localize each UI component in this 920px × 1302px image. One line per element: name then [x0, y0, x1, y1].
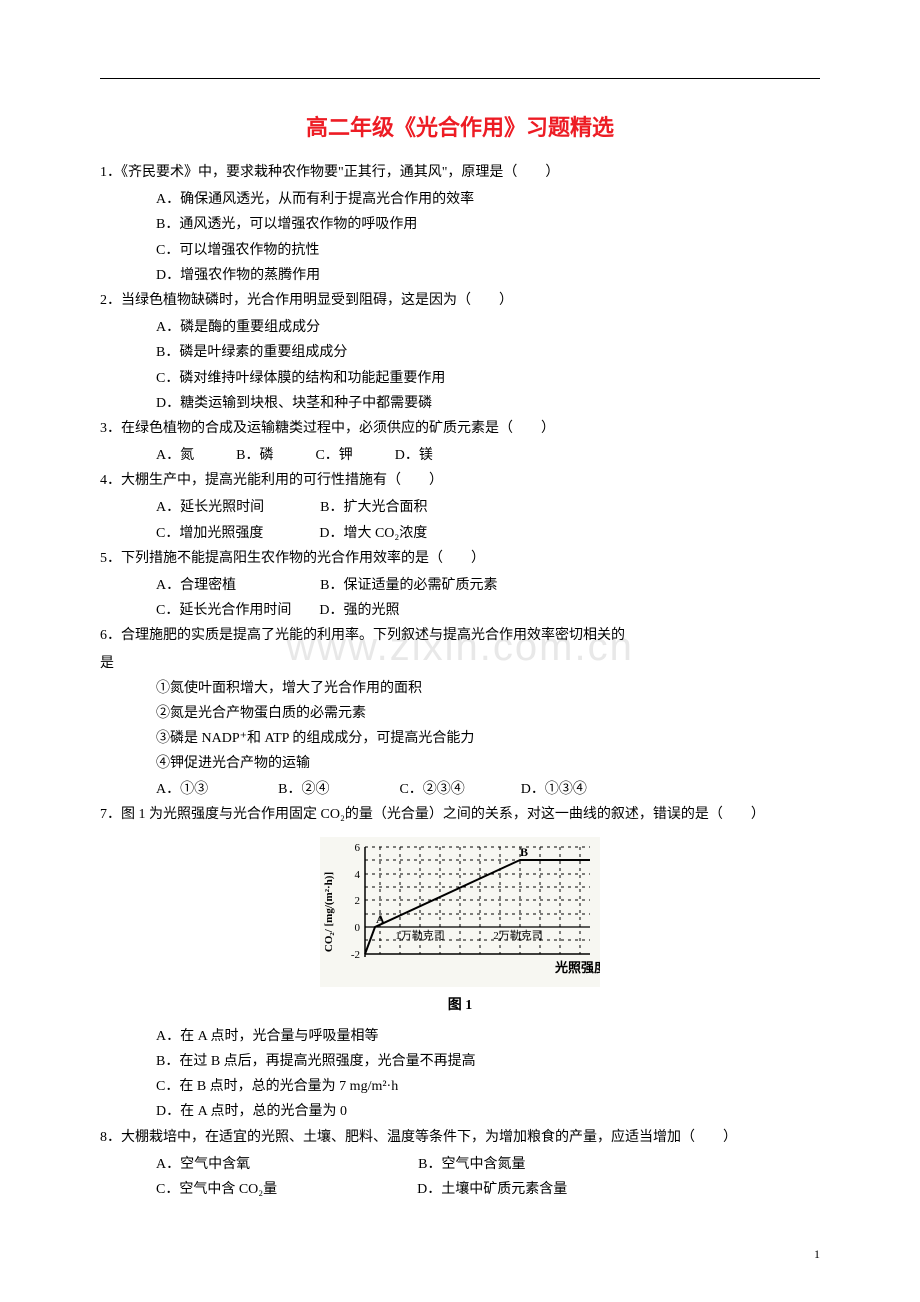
page-number: 1 [814, 1247, 820, 1262]
document-content: 高二年级《光合作用》习题精选 1．《齐民要术》中，要求栽种农作物要"正其行，通其… [100, 110, 820, 1202]
q1-option-a: A．确保通风透光，从而有利于提高光合作用的效率 [100, 187, 820, 212]
chart-svg: CO₂/ [mg/(m²·h)] [320, 837, 600, 987]
q6-item-4: ④钾促进光合产物的运输 [100, 751, 820, 776]
q7-option-b: B．在过 B 点后，再提高光照强度，光合量不再提高 [100, 1049, 820, 1074]
q2-option-d: D．糖类运输到块根、块茎和种子中都需要磷 [100, 391, 820, 416]
page-title: 高二年级《光合作用》习题精选 [100, 110, 820, 142]
horizontal-rule [100, 78, 820, 79]
ytick-6: 6 [355, 842, 361, 854]
y-axis-label: CO₂/ [mg/(m²·h)] [323, 872, 335, 952]
q3-stem: 3．在绿色植物的合成及运输糖类过程中，必须供应的矿质元素是（ ） [100, 416, 820, 441]
q2-option-a: A．磷是酶的重要组成成分 [100, 315, 820, 340]
q8-stem: 8．大棚栽培中，在适宜的光照、土壤、肥料、温度等条件下，为增加粮食的产量，应适当… [100, 1125, 820, 1150]
q8-options-row2: C．空气中含 CO₂量 D．土壤中矿质元素含量 [100, 1177, 820, 1202]
point-a-label: A [376, 912, 385, 926]
q7-option-d: D．在 A 点时，总的光合量为 0 [100, 1099, 820, 1124]
q1-stem: 1．《齐民要术》中，要求栽种农作物要"正其行，通其风"，原理是（ ） [100, 160, 820, 185]
figure-1: CO₂/ [mg/(m²·h)] [100, 837, 820, 1014]
q1-option-c: C．可以增强农作物的抗性 [100, 238, 820, 263]
x-axis-label: 光照强度 [554, 960, 600, 975]
q3-options: A．氮 B．磷 C．钾 D．镁 [100, 443, 820, 468]
xtick-1: 1万勒克司 [395, 929, 445, 942]
q6-options: A．①③ B．②④ C．②③④ D．①③④ [100, 777, 820, 802]
q6-item-2: ②氮是光合产物蛋白质的必需元素 [100, 701, 820, 726]
xtick-2: 2万勒克司 [493, 929, 543, 942]
ytick-neg2: -2 [351, 949, 360, 961]
point-b-label: B [520, 845, 528, 859]
q2-option-b: B．磷是叶绿素的重要组成成分 [100, 340, 820, 365]
q7-stem: 7．图 1 为光照强度与光合作用固定 CO₂的量（光合量）之间的关系，对这一曲线… [100, 802, 820, 827]
q4-options-row2: C．增加光照强度 D．增大 CO₂浓度 [100, 521, 820, 546]
figure-caption: 图 1 [100, 994, 820, 1014]
q8-options-row1: A．空气中含氧 B．空气中含氮量 [100, 1152, 820, 1177]
q6-item-3: ③磷是 NADP⁺和 ATP 的组成成分，可提高光合能力 [100, 726, 820, 751]
q6-stem-line1: 6．合理施肥的实质是提高了光能的利用率。下列叙述与提高光合作用效率密切相关的 [100, 623, 820, 648]
q4-stem: 4．大棚生产中，提高光能利用的可行性措施有（ ） [100, 468, 820, 493]
q6-item-1: ①氮使叶面积增大，增大了光合作用的面积 [100, 676, 820, 701]
q7-option-c: C．在 B 点时，总的光合量为 7 mg/m²·h [100, 1074, 820, 1099]
q5-options-row1: A．合理密植 B．保证适量的必需矿质元素 [100, 573, 820, 598]
q1-option-d: D．增强农作物的蒸腾作用 [100, 263, 820, 288]
q1-option-b: B．通风透光，可以增强农作物的呼吸作用 [100, 212, 820, 237]
q7-option-a: A．在 A 点时，光合量与呼吸量相等 [100, 1024, 820, 1049]
ytick-2: 2 [355, 895, 361, 907]
q2-stem: 2．当绿色植物缺磷时，光合作用明显受到阻碍，这是因为（ ） [100, 288, 820, 313]
ytick-0: 0 [355, 922, 361, 934]
ytick-4: 4 [355, 869, 361, 881]
q6-stem-line2: 是 [100, 651, 820, 676]
q2-option-c: C．磷对维持叶绿体膜的结构和功能起重要作用 [100, 366, 820, 391]
q5-options-row2: C．延长光合作用时间 D．强的光照 [100, 598, 820, 623]
q4-options-row1: A．延长光照时间 B．扩大光合面积 [100, 495, 820, 520]
q5-stem: 5．下列措施不能提高阳生农作物的光合作用效率的是（ ） [100, 546, 820, 571]
